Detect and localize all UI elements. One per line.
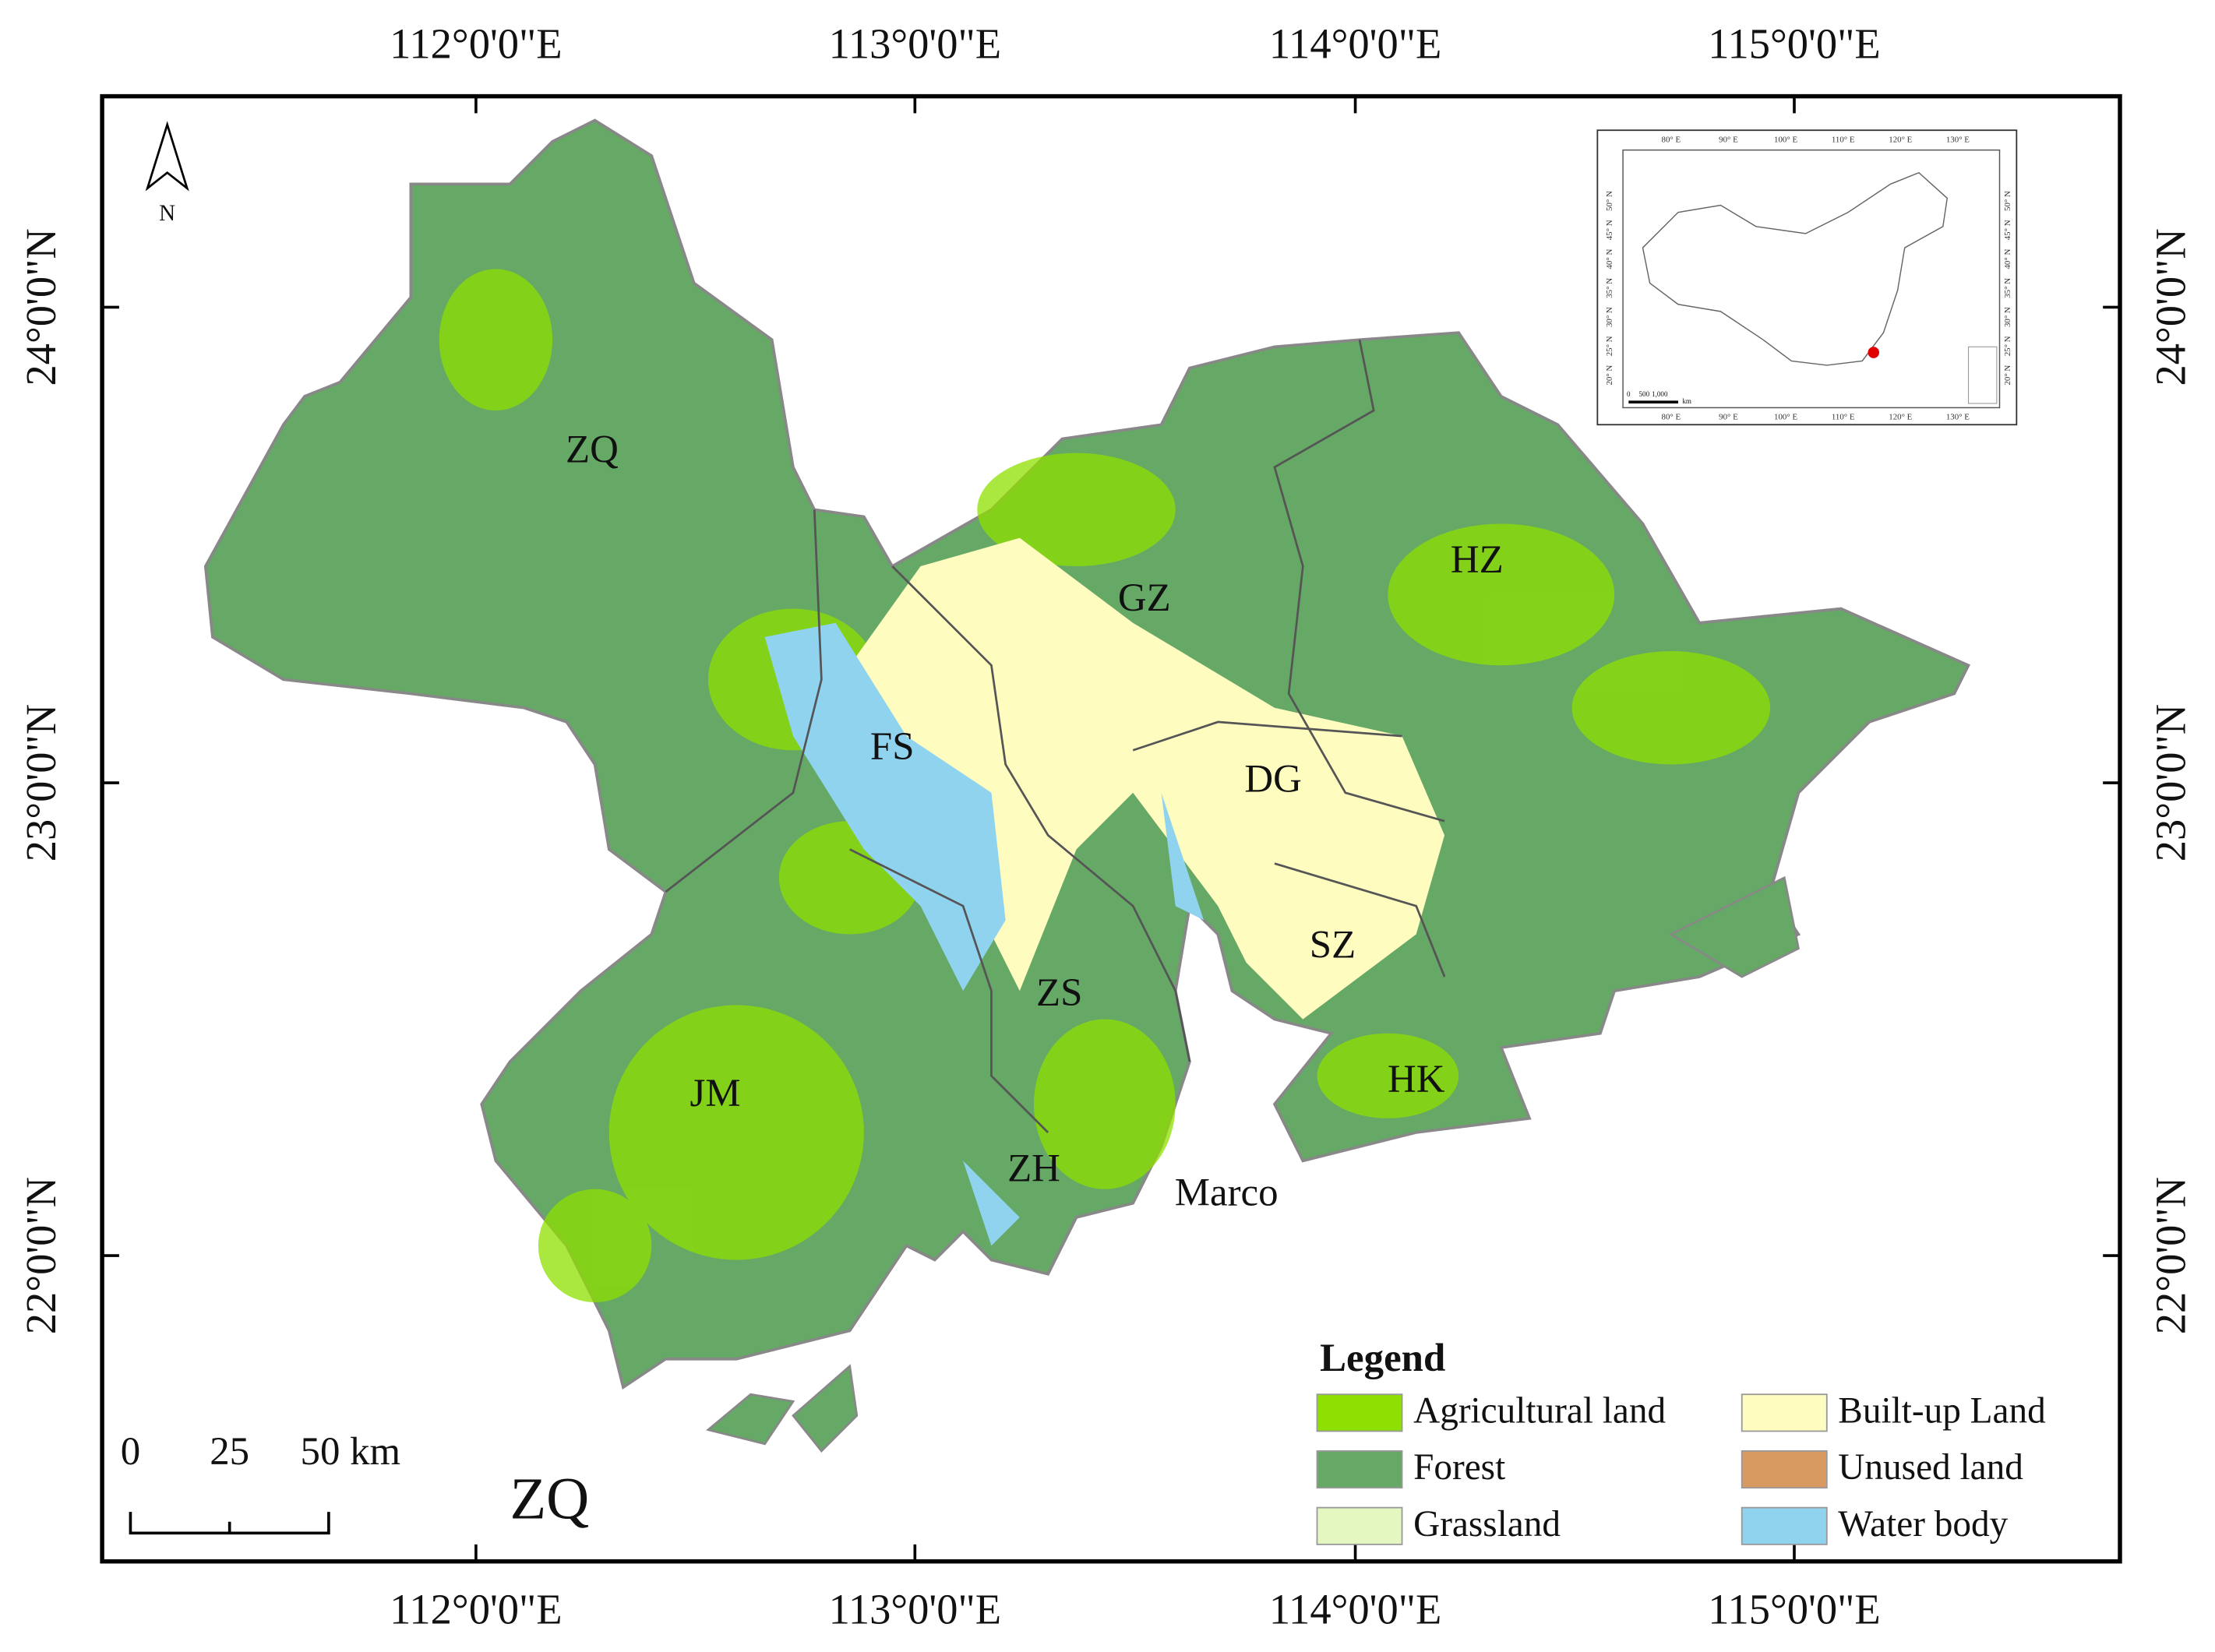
islands [706, 875, 1800, 1453]
north-arrow [145, 121, 189, 192]
lat-label-left: 24°0'0"N [17, 228, 65, 386]
inset-lat-left: 25° N [1605, 336, 1614, 356]
district-borders [665, 339, 1446, 1133]
inset-lon-bottom: 100° E [1774, 413, 1797, 422]
inset-scale-unit: km [1682, 397, 1691, 405]
legend-swatch [1741, 1506, 1828, 1545]
region-label: Marco [1175, 1171, 1279, 1214]
inset-lat-left: 50° N [1605, 191, 1614, 211]
inset-lat-right: 50° N [2003, 191, 2012, 211]
legend-label: Agricultural land [1413, 1391, 1666, 1432]
inset-lat-left: 20° N [1605, 365, 1614, 386]
lat-label-right: 24°0'0"N [2146, 228, 2194, 386]
inset-scale-label: 0 [1627, 390, 1631, 398]
north-label: N [159, 201, 175, 226]
inset-scale-label: 1,000 [1652, 390, 1668, 398]
inset-lon-top: 120° E [1889, 135, 1912, 144]
legend-swatch [1316, 1450, 1403, 1489]
inset-inner-frame [1622, 149, 2001, 409]
inset-lat-right: 35° N [2003, 278, 2012, 298]
inset-lon-top: 130° E [1946, 135, 1970, 144]
inset-lat-right: 40° N [2003, 249, 2012, 269]
inset-lon-top: 80° E [1662, 135, 1681, 144]
inset-south-sea [1967, 346, 1998, 404]
inset-lat-right: 25° N [2003, 336, 2012, 356]
lon-label-top: 113°0'0"E [829, 19, 1001, 67]
legend-swatch [1741, 1393, 1828, 1432]
region-label: SZ [1310, 923, 1356, 967]
lat-label-right: 22°0'0"N [2146, 1177, 2194, 1334]
inset-china [1642, 171, 1949, 366]
inset-lat-right: 45° N [2003, 220, 2012, 240]
water-body [764, 622, 1204, 1246]
inset-lat-left: 40° N [1605, 249, 1614, 269]
inset-lat-left: 35° N [1605, 278, 1614, 298]
scale-label: 25 [210, 1430, 249, 1474]
lon-label-top: 114°0'0"E [1269, 19, 1441, 67]
legend-label: Built-up Land [1838, 1391, 2046, 1432]
scale-label: 50 km [301, 1430, 401, 1474]
region-label: JM [690, 1072, 741, 1115]
region-label: DG [1244, 758, 1301, 801]
lon-label-bottom: 115°0'0"E [1708, 1585, 1880, 1633]
inset-lat-left: 45° N [1605, 220, 1614, 240]
inset-lon-top: 90° E [1719, 135, 1738, 144]
lon-label-bottom: 112°0'0"E [390, 1585, 562, 1633]
inset-lat-right: 30° N [2003, 307, 2012, 327]
region-label: FS [870, 725, 915, 769]
region-label: GZ [1118, 576, 1171, 620]
lon-label-top: 112°0'0"E [390, 19, 562, 67]
legend-label: Water body [1838, 1504, 2008, 1545]
legend-swatch [1316, 1506, 1403, 1545]
corner-label: ZQ [510, 1465, 590, 1531]
inset-lon-top: 110° E [1832, 135, 1855, 144]
lat-label-left: 23°0'0"N [17, 704, 65, 861]
inset-lon-bottom: 90° E [1719, 413, 1738, 422]
legend-swatch [1316, 1393, 1403, 1432]
inset-lon-bottom: 130° E [1946, 413, 1970, 422]
inset-lon-top: 100° E [1774, 135, 1797, 144]
inset-lat-left: 30° N [1605, 307, 1614, 327]
region-label: ZS [1036, 971, 1082, 1015]
legend-label: Forest [1413, 1447, 1505, 1488]
legend-swatch [1741, 1450, 1828, 1489]
lat-label-left: 22°0'0"N [17, 1177, 65, 1334]
scale-bar [129, 1512, 330, 1535]
inset-lon-bottom: 80° E [1662, 413, 1681, 422]
lon-label-top: 115°0'0"E [1708, 19, 1880, 67]
region-label: ZQ [566, 428, 619, 471]
legend-label: Grassland [1413, 1504, 1561, 1545]
region-label: HK [1388, 1058, 1445, 1101]
inset-lat-right: 20° N [2003, 365, 2012, 386]
region-label: HZ [1451, 538, 1504, 582]
inset-lon-bottom: 120° E [1889, 413, 1912, 422]
scale-label: 0 [121, 1430, 140, 1474]
inset-location [1868, 347, 1880, 358]
legend-label: Unused land [1838, 1447, 2023, 1488]
inset-scale-label: 500 [1639, 390, 1650, 398]
legend-title: Legend [1320, 1337, 1445, 1380]
inset-lon-bottom: 110° E [1832, 413, 1855, 422]
lat-label-right: 23°0'0"N [2146, 704, 2194, 861]
lon-label-bottom: 113°0'0"E [829, 1585, 1001, 1633]
region-label: ZH [1007, 1147, 1060, 1191]
lon-label-bottom: 114°0'0"E [1269, 1585, 1441, 1633]
